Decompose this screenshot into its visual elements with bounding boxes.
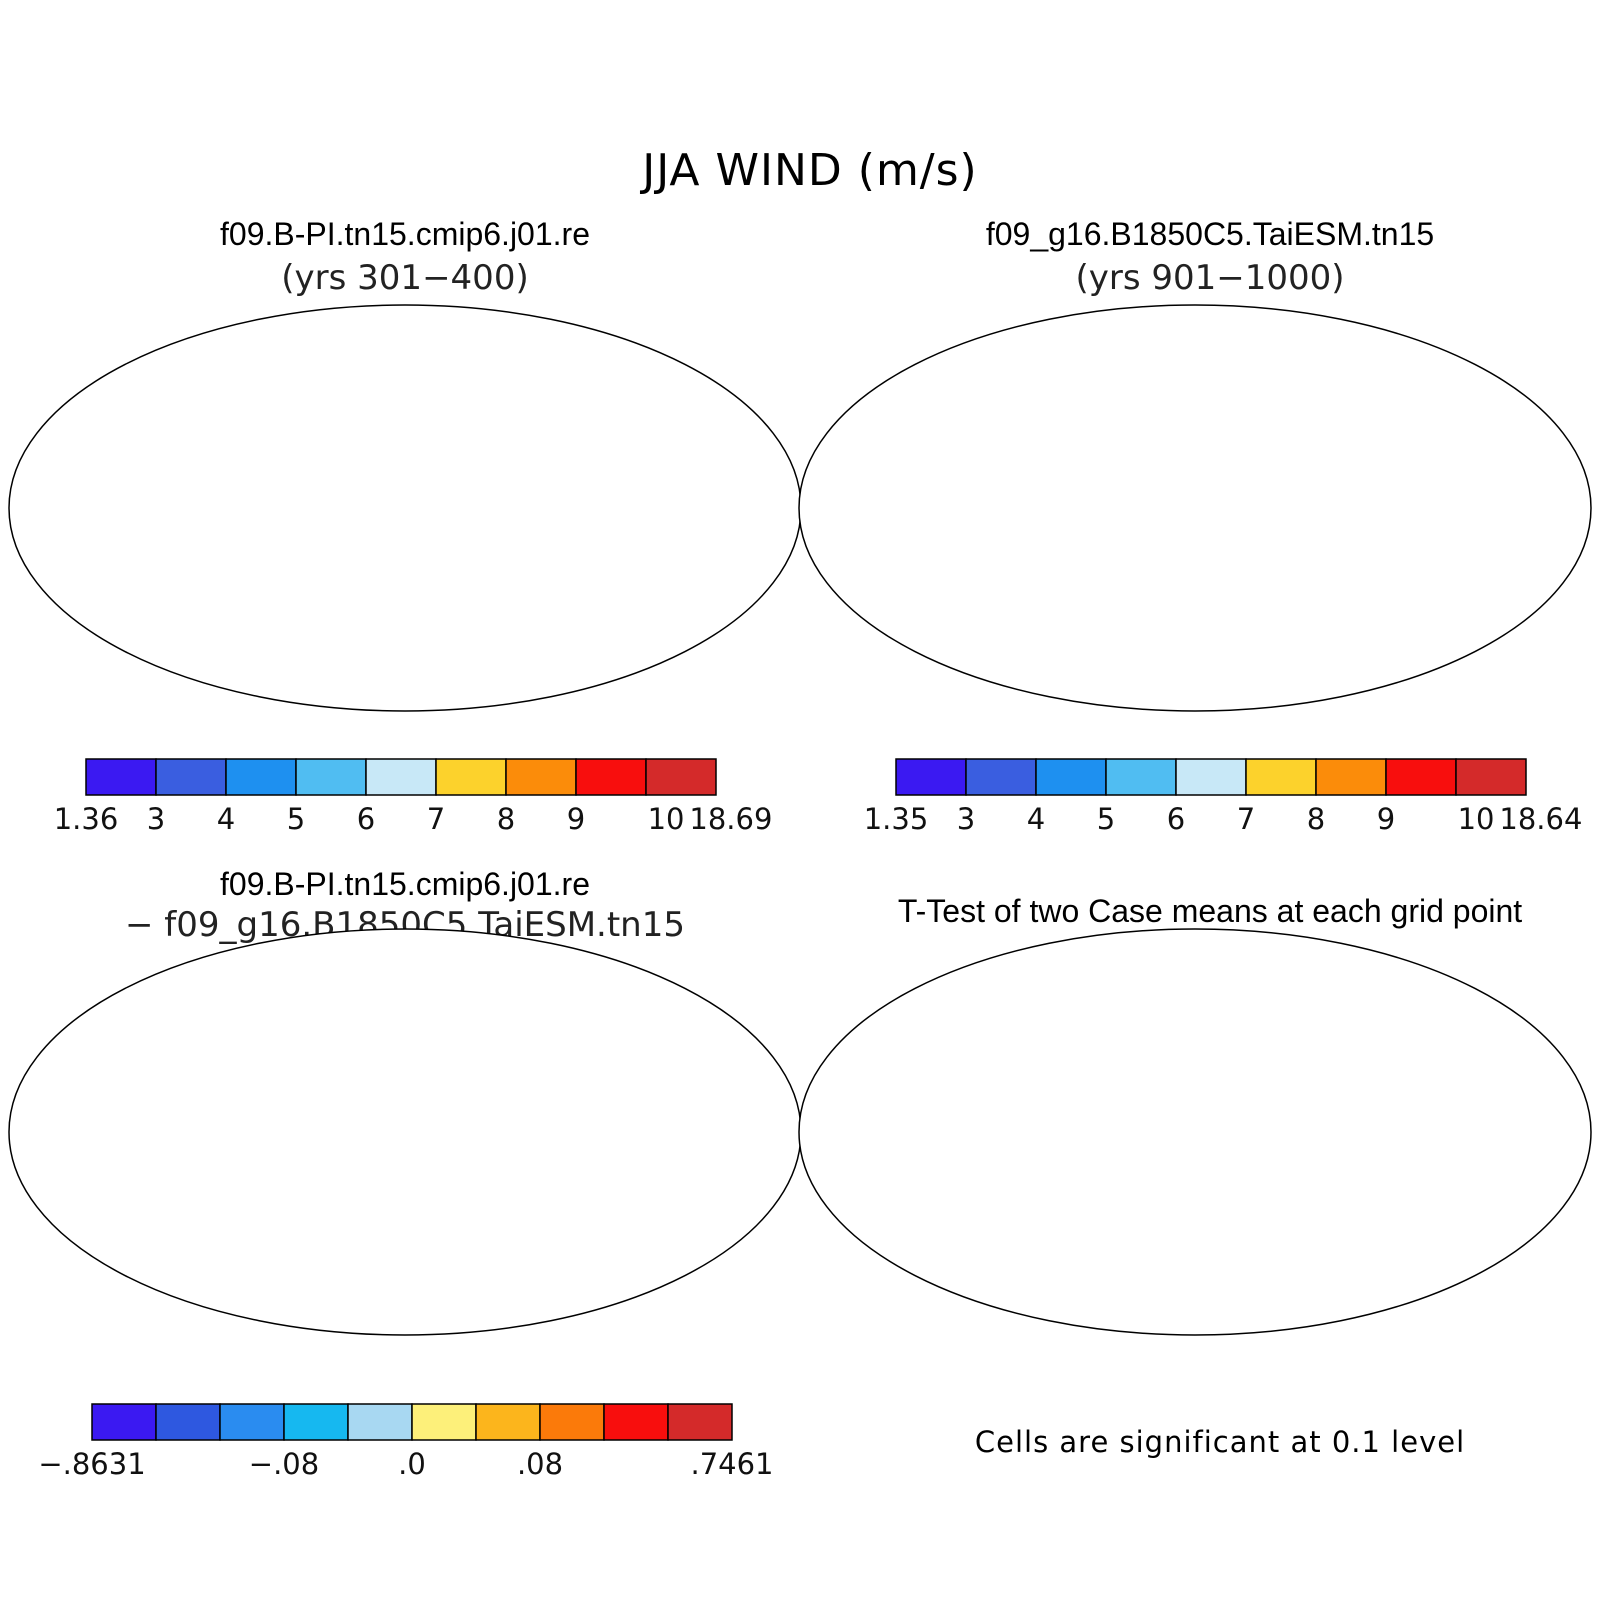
colorbar-swatch — [475, 1403, 541, 1441]
colorbar-tick-label: 10 — [648, 802, 685, 836]
colorbar-swatch — [667, 1403, 733, 1441]
colorbar-tick-label: 4 — [1027, 802, 1045, 836]
colorbar-swatch — [411, 1403, 477, 1441]
colorbar-swatch — [1455, 758, 1527, 796]
colorbar-top-left: 1.36 3 4 5 6 7 8 9 10 18.69 — [54, 758, 772, 836]
colorbar-swatch — [645, 758, 717, 796]
map-top-right — [798, 304, 1592, 712]
colorbar-tick-label: 1.36 — [54, 802, 119, 836]
colorbar-tick-label: 4 — [217, 802, 235, 836]
colorbar-tick-label: .7461 — [690, 1447, 773, 1481]
colorbar-tick-label: −.8631 — [38, 1447, 145, 1481]
colorbar-tick-label: 10 — [1458, 802, 1495, 836]
colorbar-tick-label: 5 — [287, 802, 305, 836]
panel-title-bottom-right: T-Test of two Case means at each grid po… — [897, 893, 1523, 929]
colorbar-top-right: 1.35 3 4 5 6 7 8 9 10 18.64 — [864, 758, 1582, 836]
colorbar-swatch — [895, 758, 967, 796]
colorbar-swatch — [539, 1403, 605, 1441]
colorbar-tick-label: 7 — [427, 802, 445, 836]
colorbar-swatch — [219, 1403, 285, 1441]
colorbar-tick-label: 1.35 — [864, 802, 929, 836]
panel-title-bottom-left: f09.B-PI.tn15.cmip6.j01.re — [220, 866, 590, 902]
colorbar-tick-label: 3 — [147, 802, 165, 836]
significance-note: Cells are significant at 0.1 level — [974, 1425, 1466, 1459]
colorbar-swatch — [91, 1403, 157, 1441]
colorbar-swatch — [225, 758, 297, 796]
colorbar-swatch — [603, 1403, 669, 1441]
colorbar-swatch — [965, 758, 1037, 796]
colorbar-tick-label: 9 — [567, 802, 585, 836]
colorbar-swatch — [1385, 758, 1457, 796]
colorbar-swatch — [1245, 758, 1317, 796]
colorbar-swatch — [155, 758, 227, 796]
panel-title-top-right: f09_g16.B1850C5.TaiESM.tn15 — [985, 216, 1435, 252]
colorbar-tick-label: 6 — [1167, 802, 1185, 836]
panel-subtitle-top-right: (yrs 901−1000) — [1075, 258, 1345, 298]
colorbar-swatch — [85, 758, 157, 796]
colorbar-swatch — [365, 758, 437, 796]
colorbar-tick-label: 8 — [1307, 802, 1325, 836]
colorbar-swatch — [347, 1403, 413, 1441]
colorbar-tick-label: −.08 — [249, 1447, 319, 1481]
map-bottom-right — [798, 928, 1592, 1336]
colorbar-swatch — [155, 1403, 221, 1441]
colorbar-tick-label: 8 — [497, 802, 515, 836]
colorbar-bottom-left: −.8631 −.08 .0 .08 .7461 — [38, 1403, 774, 1481]
main-title: JJA WIND (m/s) — [642, 145, 978, 196]
colorbar-tick-label: .08 — [517, 1447, 563, 1481]
colorbar-swatch — [575, 758, 647, 796]
panel-title-top-left: f09.B-PI.tn15.cmip6.j01.re — [220, 216, 590, 252]
colorbar-swatch — [283, 1403, 349, 1441]
colorbar-swatch — [1035, 758, 1107, 796]
colorbar-tick-label: 7 — [1237, 802, 1255, 836]
colorbar-swatch — [505, 758, 577, 796]
colorbar-tick-label: .0 — [398, 1447, 426, 1481]
colorbar-tick-label: 3 — [957, 802, 975, 836]
colorbar-swatch — [295, 758, 367, 796]
colorbar-swatch — [1105, 758, 1177, 796]
colorbar-tick-label: 5 — [1097, 802, 1115, 836]
colorbar-tick-label: 18.64 — [1499, 802, 1582, 836]
panel-subtitle-top-left: (yrs 301−400) — [281, 258, 529, 298]
map-top-left — [8, 304, 802, 712]
colorbar-tick-label: 6 — [357, 802, 375, 836]
colorbar-swatch — [435, 758, 507, 796]
colorbar-tick-label: 18.69 — [689, 802, 772, 836]
colorbar-swatch — [1315, 758, 1387, 796]
map-bottom-left — [8, 928, 802, 1336]
colorbar-tick-label: 9 — [1377, 802, 1395, 836]
colorbar-swatch — [1175, 758, 1247, 796]
